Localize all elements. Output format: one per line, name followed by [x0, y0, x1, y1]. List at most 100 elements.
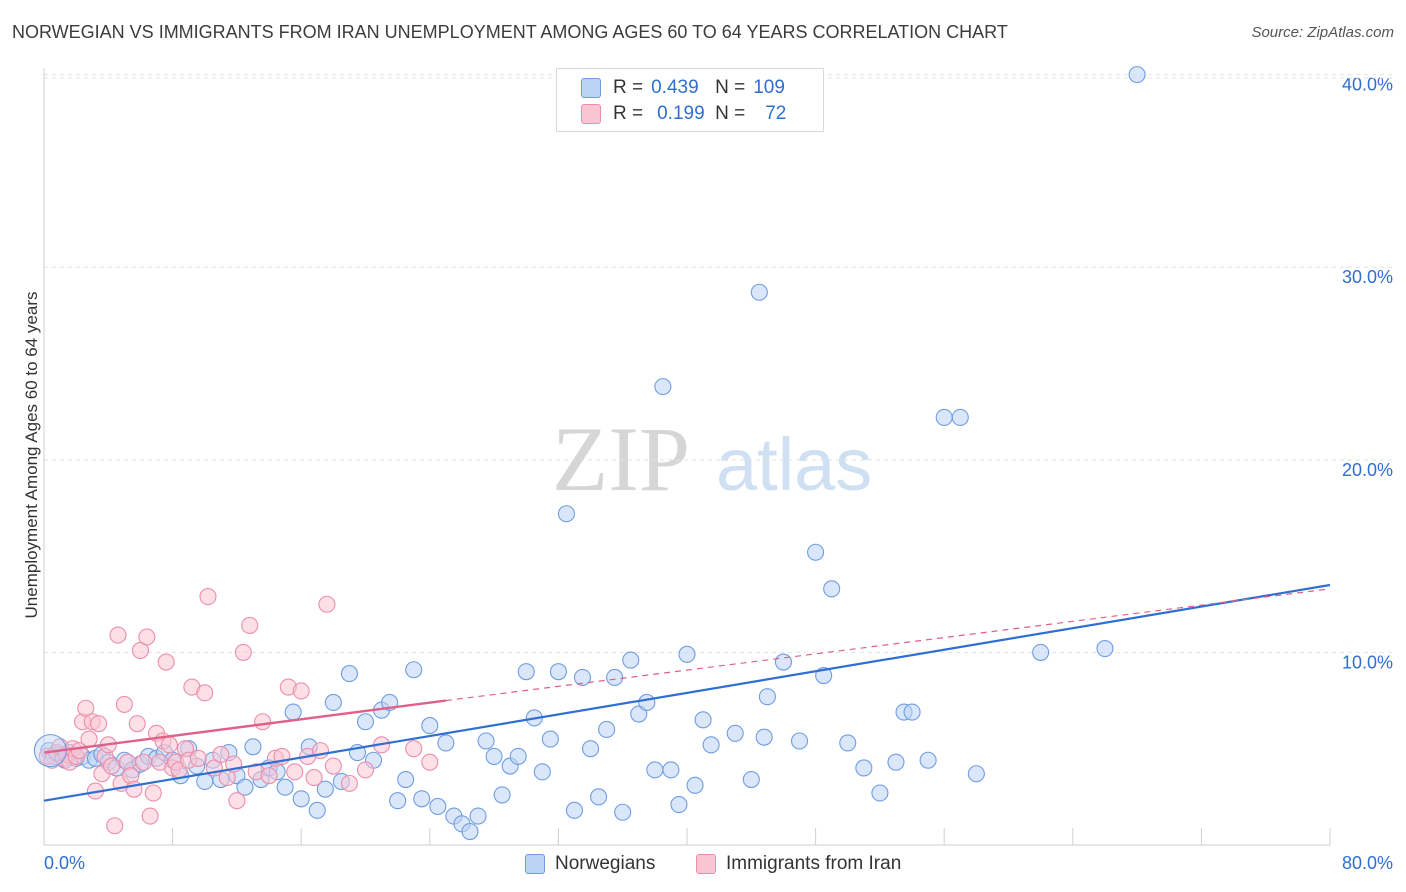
- iran-swatch: [581, 104, 601, 124]
- norwegians-point-79: [654, 378, 672, 396]
- n-label: N =: [715, 103, 746, 124]
- iran-legend-label: Immigrants from Iran: [726, 853, 902, 874]
- y-tick-label-1: 20.0%: [1342, 460, 1393, 480]
- iran-point-26: [125, 780, 143, 798]
- norwegians-point-106: [1032, 643, 1050, 661]
- norwegians-point-64: [533, 763, 551, 781]
- r-value: 0.439: [651, 77, 699, 98]
- iran-point-19: [102, 757, 121, 775]
- r-label: R =: [613, 103, 644, 124]
- norwegians-point-74: [614, 803, 632, 821]
- iran-point-20: [106, 817, 124, 835]
- y-tick-label-0: 10.0%: [1342, 652, 1393, 672]
- norwegians-point-87: [742, 770, 760, 789]
- norwegians-point-42: [356, 713, 375, 731]
- iran-point-29: [135, 753, 153, 771]
- norwegians-point-91: [774, 653, 793, 671]
- source-label: Source: ZipAtlas.com: [1251, 24, 1394, 41]
- norwegians-point-83: [686, 776, 704, 794]
- iran-legend-swatch: [696, 854, 716, 874]
- iran-point-70: [405, 740, 423, 758]
- iran-point-48: [212, 745, 230, 764]
- norwegians-point-49: [413, 790, 431, 808]
- legend-row-norwegians: R = 0.439 N = 109: [581, 76, 785, 100]
- norwegians-point-70: [581, 740, 600, 758]
- norwegians-point-55: [461, 822, 479, 841]
- y-tick-label-3: 40.0%: [1342, 75, 1393, 95]
- norwegians-point-58: [485, 747, 503, 765]
- iran-point-61: [292, 682, 310, 700]
- x-tick-label-min: 0.0%: [44, 853, 85, 873]
- iran-point-15: [90, 715, 108, 733]
- norwegians-point-96: [839, 734, 857, 752]
- norwegians-legend-swatch: [525, 854, 545, 874]
- norwegians-point-102: [919, 751, 937, 769]
- iran-point-36: [157, 653, 175, 671]
- watermark-atlas: atlas: [716, 423, 872, 506]
- norwegians-point-93: [807, 543, 825, 561]
- norwegians-point-82: [678, 645, 696, 663]
- norwegians-point-66: [549, 663, 567, 681]
- iran-point-71: [421, 753, 439, 771]
- norwegians-point-61: [509, 747, 527, 765]
- norwegians-point-65: [541, 730, 559, 748]
- y-tick-label-2: 30.0%: [1342, 267, 1393, 287]
- y-axis-title: Unemployment Among Ages 60 to 64 years: [22, 292, 41, 619]
- iran-point-46: [199, 588, 217, 606]
- iran-point-37: [160, 736, 178, 754]
- norwegians-point-57: [477, 732, 495, 750]
- iran-point-56: [260, 767, 278, 785]
- norwegians-point-47: [397, 770, 415, 789]
- norwegians-point-73: [606, 668, 624, 686]
- norwegians-point-38: [324, 693, 342, 712]
- iran-point-44: [189, 749, 207, 767]
- norwegians-point-46: [389, 792, 407, 810]
- n-value: 109: [753, 77, 785, 98]
- norwegians-point-48: [405, 661, 423, 679]
- iran-point-60: [286, 763, 304, 781]
- legend-row-iran: R = 0.199 N = 72: [581, 102, 786, 126]
- r-label: R =: [613, 77, 644, 98]
- iran-point-53: [241, 616, 259, 634]
- norwegians-point-36: [308, 801, 326, 819]
- norwegians-point-88: [750, 283, 768, 301]
- norwegians-point-101: [903, 703, 921, 721]
- norwegians-point-77: [638, 693, 656, 712]
- norwegians-point-69: [573, 668, 592, 686]
- iran-point-68: [356, 761, 375, 779]
- iran-trend-line: [43, 699, 447, 754]
- iran-point-63: [305, 769, 323, 787]
- norwegians-legend-label: Norwegians: [555, 853, 656, 874]
- norwegians-point-99: [887, 753, 905, 771]
- norwegians-point-98: [871, 784, 889, 802]
- r-value: 0.199: [657, 103, 705, 124]
- norwegians-point-80: [662, 761, 680, 779]
- norwegians-point-37: [316, 780, 334, 798]
- iran-point-52: [234, 643, 252, 661]
- norwegians-trend-line: [43, 583, 1331, 802]
- norwegians-point-104: [951, 408, 969, 426]
- bottom-legend-norwegians: Norwegians: [525, 851, 655, 877]
- norwegians-point-52: [437, 734, 455, 752]
- norwegians-point-81: [670, 796, 688, 814]
- norwegians-point-92: [790, 732, 809, 750]
- correlation-legend: R = 0.439 N = 109 R = 0.199 N = 72: [556, 68, 824, 132]
- iran-point-32: [144, 784, 162, 802]
- norwegians-point-90: [758, 688, 776, 706]
- norwegians-point-78: [646, 761, 664, 779]
- x-tick-label-max: 80.0%: [1342, 853, 1393, 873]
- norwegians-point-71: [590, 788, 608, 806]
- iran-point-51: [228, 792, 246, 810]
- norwegians-point-34: [292, 790, 310, 808]
- norwegians-point-56: [469, 807, 487, 825]
- norwegians-point-28: [244, 738, 262, 756]
- watermark-zip: ZIP: [552, 408, 690, 510]
- iran-point-66: [324, 757, 342, 775]
- norwegians-point-68: [565, 801, 584, 819]
- norwegians-point-85: [702, 736, 720, 754]
- norwegians-point-75: [622, 651, 640, 669]
- iran-point-27: [128, 715, 146, 733]
- norwegians-point-107: [1096, 640, 1114, 658]
- chart-title: NORWEGIAN VS IMMIGRANTS FROM IRAN UNEMPL…: [12, 22, 1008, 42]
